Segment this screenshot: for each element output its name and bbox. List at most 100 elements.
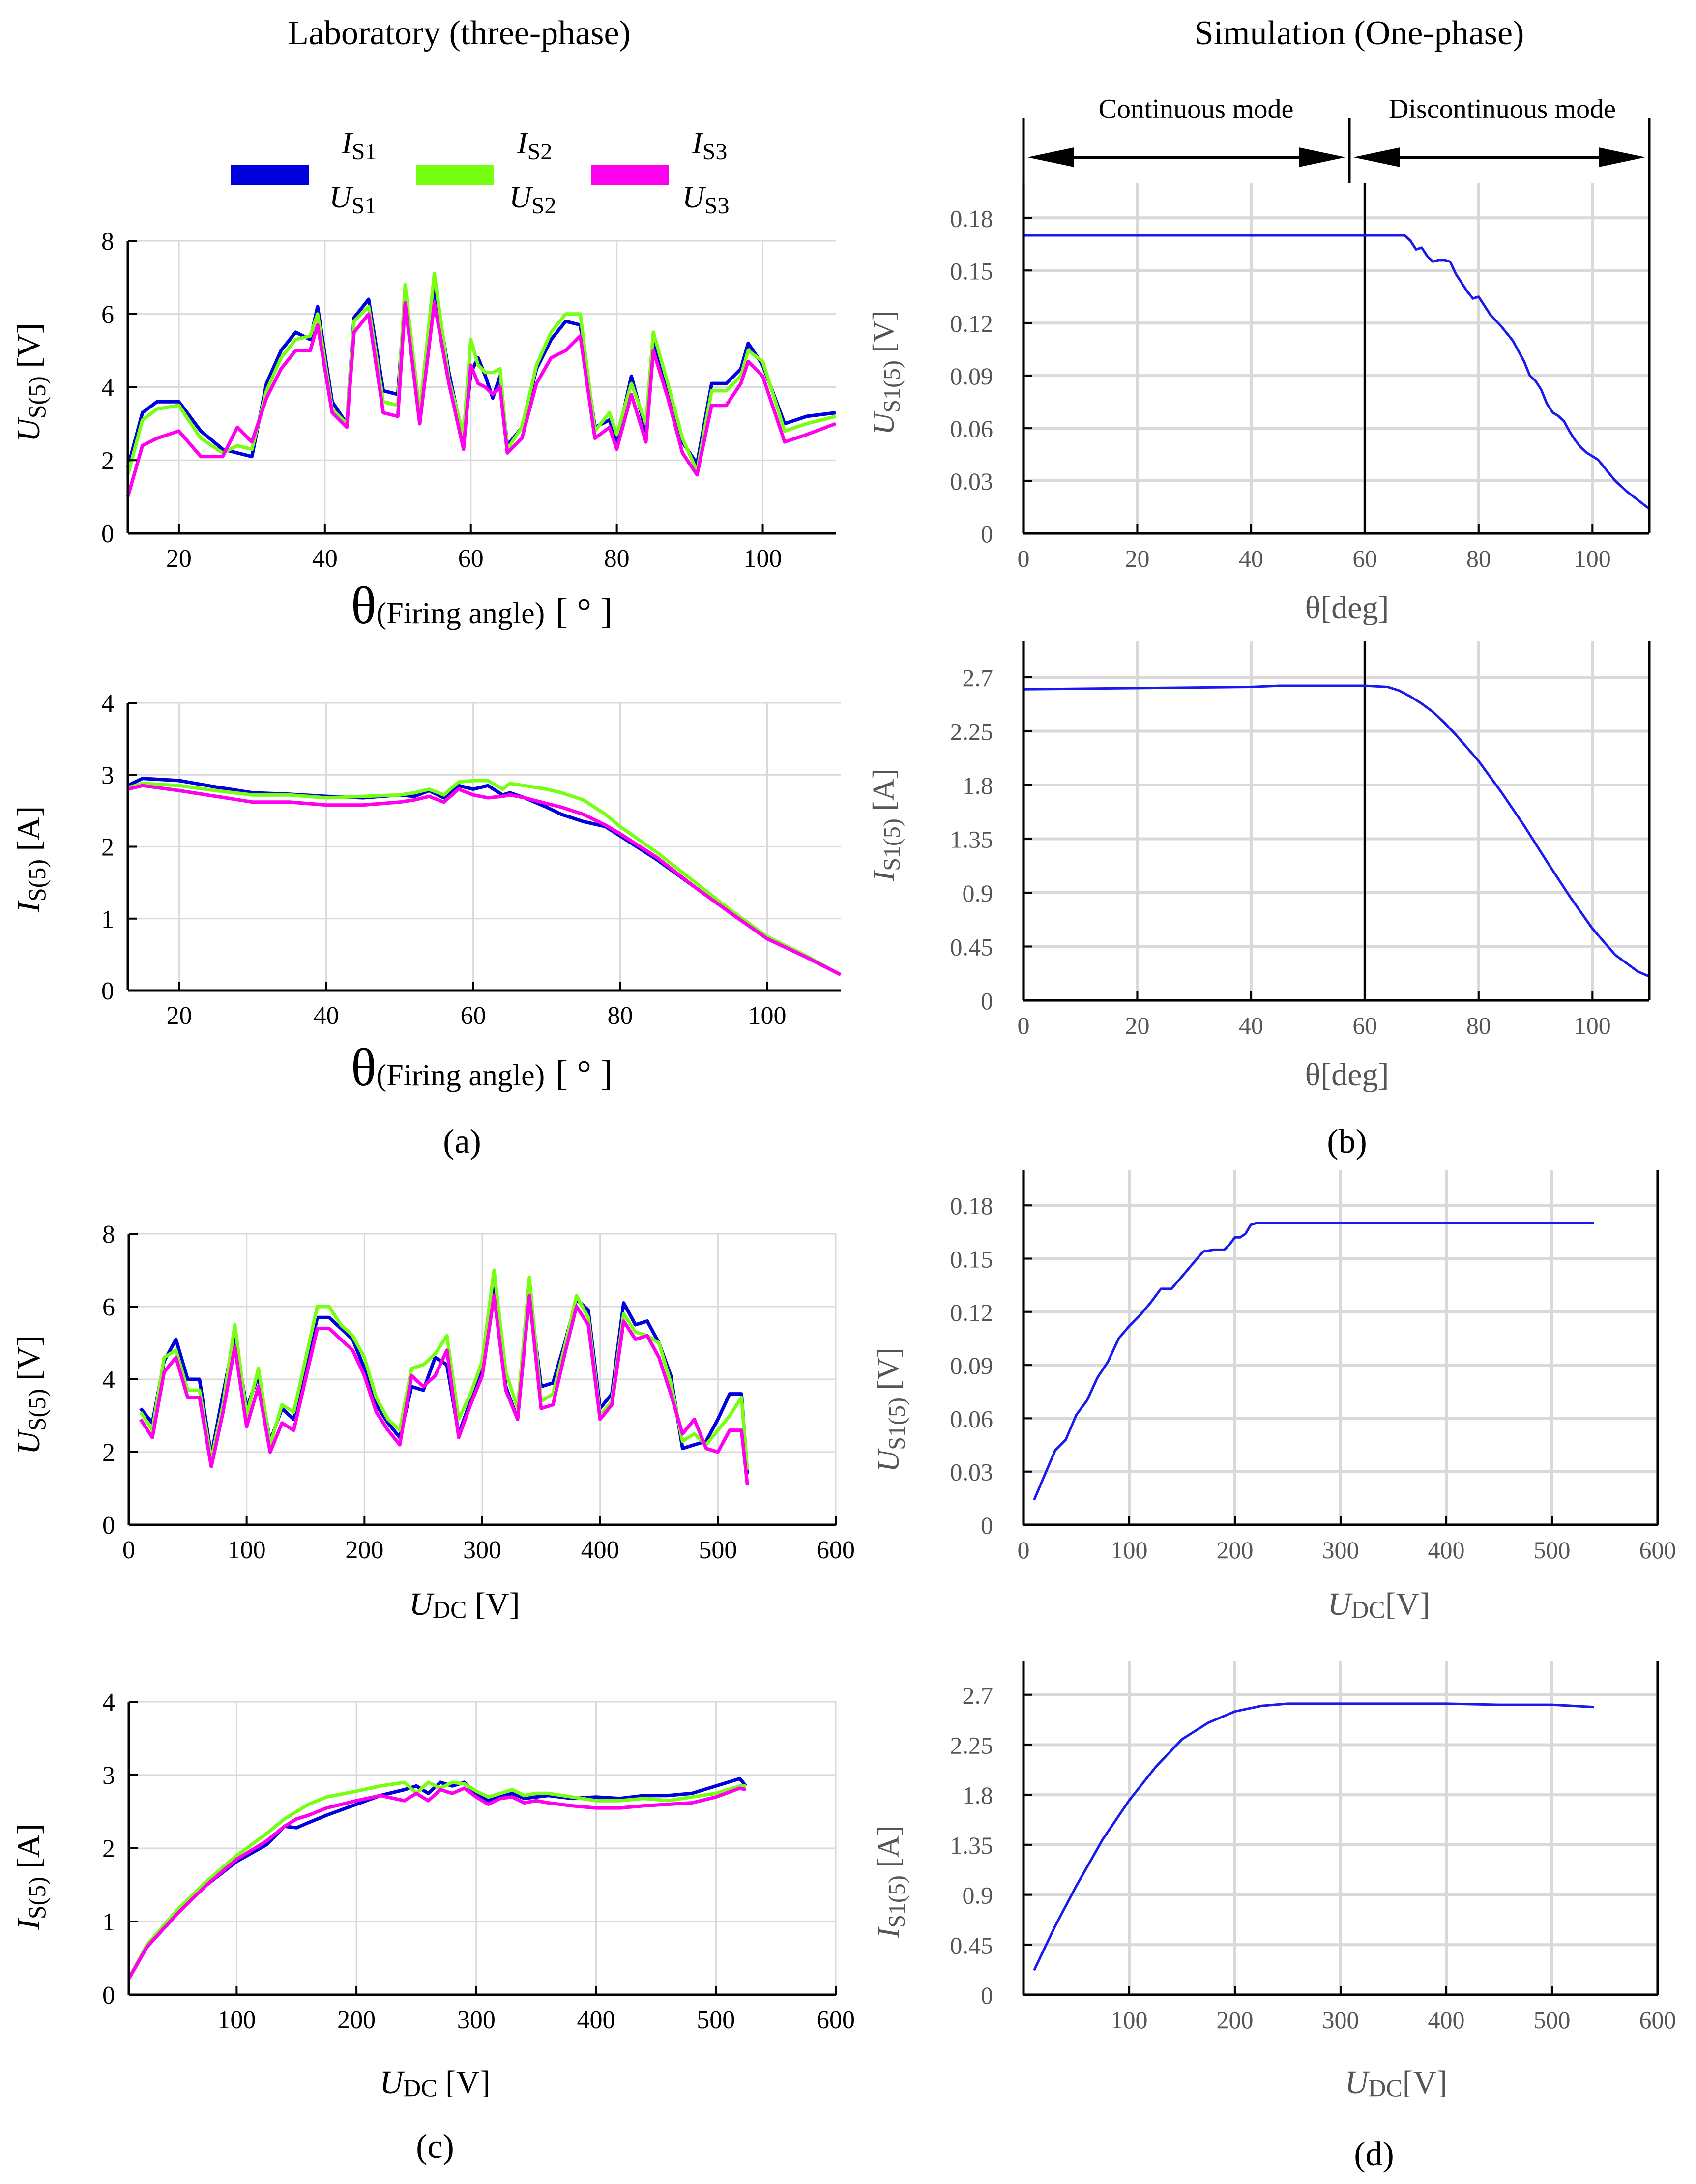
x-tick-label-0: 0 [122,1536,135,1564]
y-tick-label-1: 1 [102,1908,115,1936]
x-tick-label-4: 400 [581,1536,619,1564]
chart-a-bottom: 20 40 60 80 100 0 1 2 3 4 [101,690,842,1030]
legend-label-3-top: IS3 [692,127,727,165]
xlabel-a-bottom: θ(Firing angle)[ ° ] [351,1039,613,1097]
y-tick-label-4: 0.12 [950,310,994,337]
x-tick-label-2: 60 [458,545,484,573]
x-tick-label-2: 200 [1217,1536,1254,1564]
legend-swatch-1 [231,165,309,185]
legend-swatch-2 [416,165,494,185]
series-line-is1 [127,777,842,976]
x-tick-label-3: 60 [1352,545,1377,572]
x-tick-label-4: 400 [1428,1536,1465,1564]
x-tick-label-4: 500 [697,2006,735,2034]
y-tick-label-3: 3 [101,761,114,789]
legend: IS1 US1 IS2 US2 IS3 US3 [231,127,729,219]
chart-c-bottom: 100 200 300 400 500 600 0 1 2 3 4 [102,1689,855,2034]
legend-label-1-top: IS1 [341,127,377,165]
panel-label-c: (c) [416,2128,454,2166]
y-tick-label-1: 0.03 [950,467,994,495]
y-tick-label-4: 4 [102,1689,115,1717]
series-line-is3 [127,1786,747,1980]
x-tick-label-1: 20 [1125,1012,1149,1039]
y-tick-label-0: 0 [981,1981,993,2009]
x-tick-label-6: 600 [1639,1536,1676,1564]
y-tick-label-0: 0 [101,520,114,548]
x-tick-label-5: 500 [699,1536,737,1564]
y-tick-label-5: 2.25 [950,718,994,746]
x-tick-label-4: 80 [1466,1012,1491,1039]
y-tick-label-4: 1.8 [963,772,994,799]
continuous-mode-label: Continuous mode [1099,94,1294,124]
y-tick-label-4: 0.12 [950,1299,994,1326]
y-tick-label-0: 0 [981,520,993,548]
y-tick-label-2: 4 [102,1366,115,1394]
y-tick-label-3: 0.09 [950,1352,994,1379]
series-line-is3 [127,784,842,976]
x-tick-label-0: 20 [167,1002,192,1030]
y-tick-label-0: 0 [101,977,114,1005]
chart-d-bottom: 100 200 300 400 500 600 0 0.45 0.9 1.35 1.8 2.25 2.7 [950,1661,1676,2034]
y-tick-label-1: 0.03 [950,1458,994,1486]
y-tick-label-3: 1.35 [950,826,994,853]
x-tick-label-0: 100 [217,2006,256,2034]
discontinuous-arrowhead-right [1599,147,1645,167]
y-tick-label-0: 0 [102,1512,115,1540]
chart-b-bottom: 0 20 40 60 80 100 0 0.45 0.9 1.35 1.8 2.25 2.7 [950,641,1651,1039]
xlabel-d-top: UDC[V] [1328,1586,1431,1623]
chart-a-top: 20 40 60 80 100 0 2 4 6 8 [101,228,837,573]
continuous-arrowhead-right [1299,147,1345,167]
series-line-is1-5- [1033,1702,1595,1971]
x-tick-label-3: 400 [577,2006,615,2034]
x-tick-label-3: 400 [1428,2006,1465,2034]
x-tick-label-3: 300 [463,1536,501,1564]
x-tick-label-4: 500 [1534,2006,1571,2034]
series-line-is2 [127,779,842,976]
x-tick-label-1: 100 [228,1536,266,1564]
x-tick-label-6: 600 [817,1536,855,1564]
y-tick-label-1: 0.45 [950,933,994,961]
ylabel-a-top: US(5) [V] [11,323,51,442]
y-tick-label-6: 2.7 [963,664,994,692]
chart-b-top: 0 20 40 60 80 100 0 0.03 0.06 0.09 0.12 0.15 0.18 [950,183,1651,572]
y-tick-label-5: 0.15 [950,257,994,285]
x-tick-label-2: 200 [345,1536,383,1564]
y-tick-label-2: 2 [101,834,114,862]
x-tick-label-0: 0 [1018,545,1030,572]
x-tick-label-4: 80 [1466,545,1491,572]
x-tick-label-0: 0 [1018,1536,1030,1564]
x-tick-label-2: 300 [1322,2006,1359,2034]
legend-swatch-3 [591,165,669,185]
y-tick-label-3: 1.35 [950,1832,994,1859]
ylabel-a-bottom: IS(5) [A] [11,806,51,913]
series-line-us1-5- [1023,234,1650,510]
x-tick-label-1: 200 [337,2006,376,2034]
discontinuous-mode-label: Discontinuous mode [1389,94,1616,124]
xlabel-c-top: UDC [V] [409,1586,520,1623]
y-tick-label-0: 0 [102,1981,115,2009]
x-tick-label-0: 100 [1111,2006,1148,2034]
series-line-us2 [126,272,836,475]
chart-d-top: 0 100 200 300 400 500 600 0 0.03 0.06 0.09 0.12 0.15… [950,1170,1676,1564]
x-tick-label-3: 300 [1322,1536,1359,1564]
legend-label-3-bottom: US3 [682,181,729,219]
series-line-us2 [139,1268,749,1471]
y-tick-label-2: 4 [101,374,114,402]
x-tick-label-5: 500 [1534,1536,1571,1564]
x-tick-label-1: 20 [1125,545,1149,572]
series-line-us1-5- [1033,1222,1594,1501]
y-tick-label-6: 0.18 [950,204,994,232]
x-tick-label-4: 100 [744,545,782,573]
x-tick-label-1: 40 [314,1002,339,1030]
series-line-us3 [139,1294,749,1485]
panel-label-d: (d) [1354,2135,1394,2173]
x-tick-label-3: 80 [608,1002,633,1030]
x-tick-label-1: 100 [1111,1536,1148,1564]
y-tick-label-6: 2.7 [963,1682,994,1709]
y-tick-label-2: 0.06 [950,415,994,442]
ylabel-c-top: US(5) [V] [11,1336,51,1455]
y-tick-label-4: 8 [102,1221,115,1249]
x-tick-label-5: 100 [1574,1012,1611,1039]
x-tick-label-1: 200 [1217,2006,1254,2034]
